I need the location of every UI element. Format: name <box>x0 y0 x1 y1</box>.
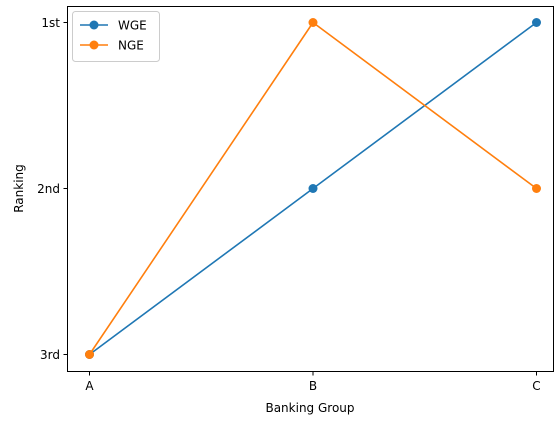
y-axis-label: Ranking <box>12 164 26 213</box>
data-point-nge <box>532 184 541 193</box>
x-axis-label: Banking Group <box>265 401 354 415</box>
y-tick-label: 1st <box>41 16 60 30</box>
legend-label-wge: WGE <box>118 19 147 33</box>
series-layer <box>85 18 541 359</box>
x-tick-label: C <box>532 379 540 393</box>
legend-marker-nge <box>89 40 99 50</box>
legend-label-nge: NGE <box>118 39 144 53</box>
data-point-nge <box>308 18 318 27</box>
ticks-layer: A B C 1st 2nd 3rd <box>37 16 541 393</box>
data-point-nge <box>85 350 94 359</box>
legend: WGE NGE <box>72 11 160 62</box>
data-point-wge <box>532 18 541 27</box>
data-point-wge <box>308 184 318 193</box>
x-tick-label: B <box>309 379 317 393</box>
legend-marker-wge <box>89 20 99 30</box>
x-tick-label: A <box>85 379 94 393</box>
y-tick-label: 3rd <box>40 348 60 362</box>
y-tick-label: 2nd <box>37 182 60 196</box>
